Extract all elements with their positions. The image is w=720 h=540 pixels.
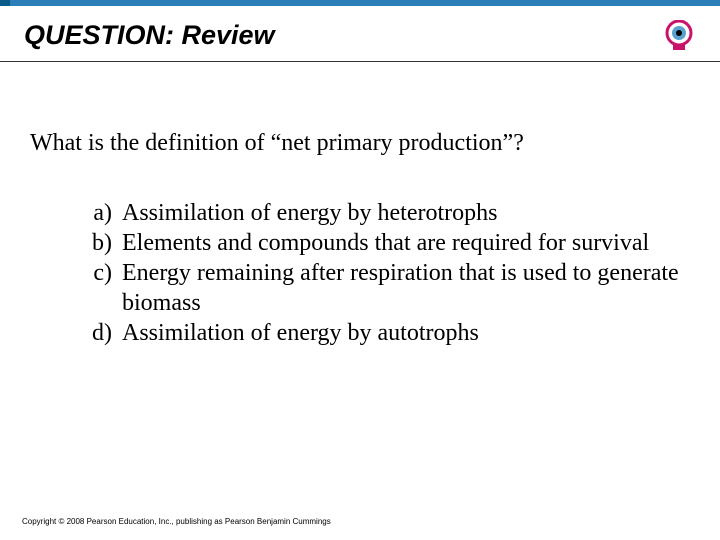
option-label: c) [84, 258, 122, 318]
question-prompt: What is the definition of “net primary p… [0, 68, 720, 178]
option-text: Elements and compounds that are required… [122, 228, 680, 258]
option-label: b) [84, 228, 122, 258]
option-text: Assimilation of energy by autotrophs [122, 318, 680, 348]
option-item: a) Assimilation of energy by heterotroph… [84, 198, 680, 228]
option-item: b) Elements and compounds that are requi… [84, 228, 680, 258]
option-item: d) Assimilation of energy by autotrophs [84, 318, 680, 348]
slide-title: QUESTION: Review [24, 20, 720, 51]
option-label: a) [84, 198, 122, 228]
options-list: a) Assimilation of energy by heterotroph… [0, 178, 720, 348]
copyright-text: Copyright © 2008 Pearson Education, Inc.… [22, 517, 331, 526]
slide-header: QUESTION: Review [0, 6, 720, 62]
option-item: c) Energy remaining after respiration th… [84, 258, 680, 318]
option-text: Energy remaining after respiration that … [122, 258, 680, 318]
publisher-logo-icon [662, 20, 696, 54]
option-text: Assimilation of energy by heterotrophs [122, 198, 680, 228]
option-label: d) [84, 318, 122, 348]
